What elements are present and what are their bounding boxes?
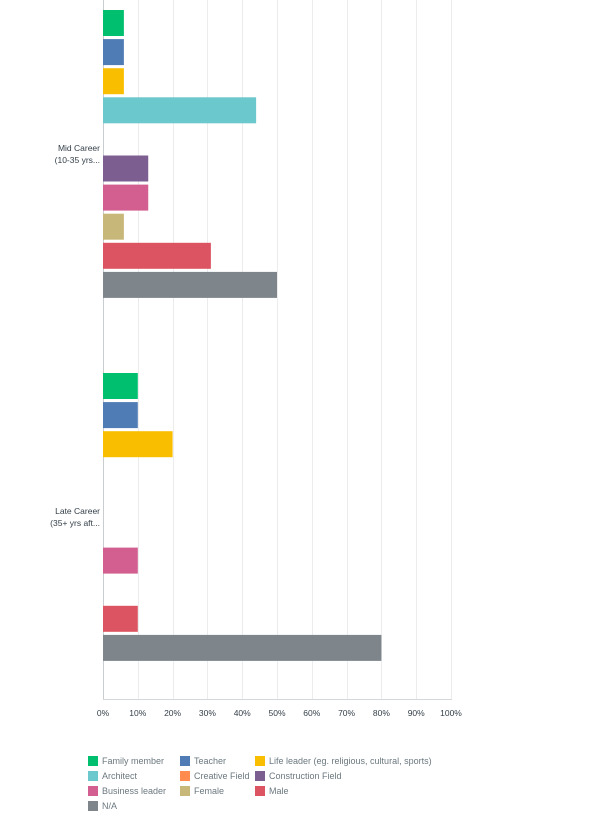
legend-label: Architect [102, 771, 138, 781]
bar-architect-1 [103, 97, 257, 124]
legend-swatch [180, 771, 190, 781]
x-tick-label: 50% [268, 708, 285, 718]
legend-row: Architect Creative Field Construction Fiel… [88, 771, 568, 786]
legend-label: Creative Field [194, 771, 250, 781]
legend-label: N/A [102, 801, 118, 811]
legend-swatch [88, 786, 98, 796]
legend-item: Family member [88, 756, 180, 767]
legend-swatch [88, 756, 98, 766]
legend-swatch [180, 756, 190, 766]
bar-family-member-2 [103, 373, 138, 399]
bar-business-leader-2 [103, 547, 138, 574]
legend-row: Family member Teacher Life leader (eg. rel… [88, 756, 568, 771]
bar-n-a-1 [103, 271, 277, 298]
x-tick-label: 70% [338, 708, 355, 718]
bar-life-leader-eg-religious-cultural-sports-2 [103, 431, 173, 458]
bar-life-leader-eg-religious-cultural-sports-1 [103, 68, 124, 95]
category-label: Mid Career (10-35 yrs... [4, 142, 100, 166]
bar-teacher-2 [103, 402, 138, 429]
x-tick-label: 30% [199, 708, 216, 718]
x-tick-label: 40% [234, 708, 251, 718]
x-tick-label: 60% [303, 708, 320, 718]
legend-label: Female [194, 786, 225, 796]
bar-construction-field-1 [103, 155, 149, 182]
legend-swatch [255, 756, 265, 766]
legend-label: Life leader (eg. religious, cultural, sp… [269, 756, 432, 766]
x-tick-label: 90% [408, 708, 425, 718]
legend-label: Teacher [194, 756, 227, 766]
legend-item: Teacher [180, 756, 255, 767]
legend-row: Business leader Female Male [88, 786, 568, 801]
category-label-line: (10-35 yrs... [54, 154, 100, 165]
x-tick-label: 10% [129, 708, 146, 718]
bar-male-2 [103, 605, 138, 632]
legend-item: N/A [88, 801, 180, 812]
x-tick-label: 100% [440, 708, 462, 718]
legend-label: Family member [102, 756, 165, 766]
bar-business-leader-1 [103, 184, 149, 211]
legend-item: Male [255, 786, 435, 797]
legend-swatch [180, 786, 190, 796]
category-label-line: Late Career [55, 505, 100, 516]
legend-swatch [88, 771, 98, 781]
category-label: Late Career (35+ yrs aft... [4, 505, 100, 529]
legend-item: Business leader [88, 786, 180, 797]
category-label-line: (35+ yrs aft... [50, 517, 100, 528]
bar-chart: 0% 10% 20% 30% 40% 50% 60% 70% 80% 90% 100% [97, 0, 462, 718]
legend-item: Architect [88, 771, 180, 782]
legend-swatch [255, 786, 265, 796]
legend-label: Male [269, 786, 289, 796]
legend-row: N/A [88, 801, 568, 816]
legend-swatch [255, 771, 265, 781]
x-tick-label: 0% [97, 708, 110, 718]
x-tick-label: 80% [373, 708, 390, 718]
legend-label: Business leader [102, 786, 167, 796]
bar-family-member-1 [103, 10, 124, 36]
bar-male-1 [103, 242, 211, 269]
category-label-line: Mid Career [57, 142, 100, 153]
x-tick-label: 20% [164, 708, 181, 718]
legend-label: Construction Field [269, 771, 342, 781]
legend-item: Creative Field [180, 771, 255, 782]
bar-n-a-2 [103, 634, 382, 661]
legend: Family member Teacher Life leader (eg. rel… [88, 756, 568, 816]
legend-swatch [88, 801, 98, 811]
legend-item: Life leader (eg. religious, cultural, sp… [255, 756, 435, 767]
legend-item: Female [180, 786, 255, 797]
bar-female-1 [103, 213, 124, 240]
bar-teacher-1 [103, 39, 124, 66]
legend-item: Construction Field [255, 771, 435, 782]
